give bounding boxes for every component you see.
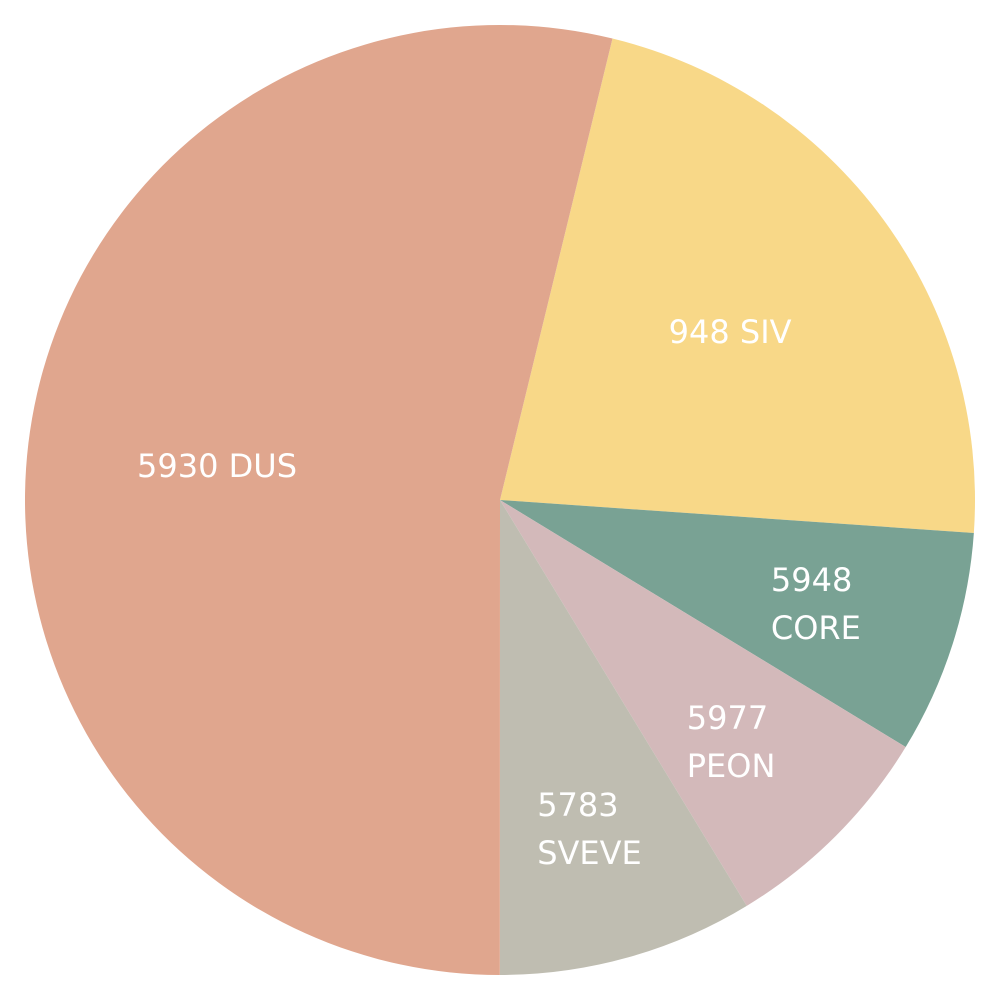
pie-slice (24, 24, 613, 976)
slice-label: 5948 CORE (770, 560, 861, 647)
pie-slice (500, 38, 975, 533)
slice-label: 948 SIV (668, 312, 792, 351)
slice-label: 5783 SVEVE (537, 786, 642, 873)
slice-label: 5930 DUS (137, 446, 298, 485)
pie-slice (500, 500, 906, 906)
pie-slice (500, 500, 974, 748)
slice-label: 5977 PEON (686, 698, 776, 785)
pie-slice (499, 500, 747, 976)
